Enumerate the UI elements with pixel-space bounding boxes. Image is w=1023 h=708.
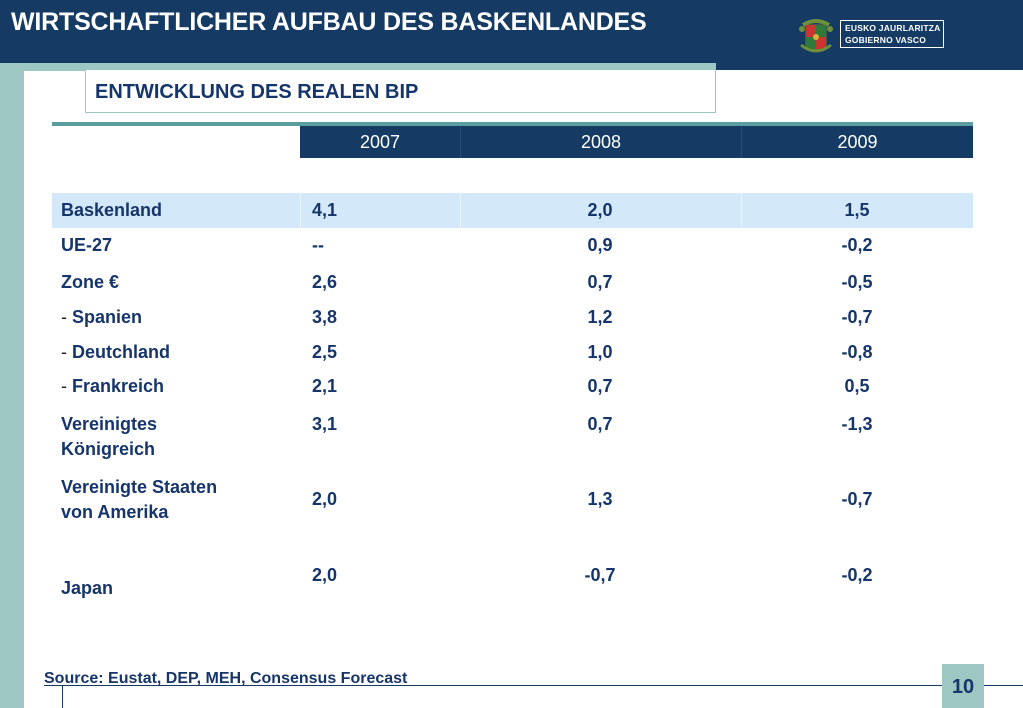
column-header-2009: 2009 [742,126,973,158]
row-label-text-line2: Königreich [61,439,156,459]
row-label: Zone € [61,270,119,295]
row-label-text: Deutchland [72,342,171,362]
cell-2007: 4,1 [312,200,338,220]
cell-2009: -0,2 [841,565,873,585]
basque-coat-of-arms-icon [799,19,833,53]
cell-2007: 2,0 [312,565,338,585]
cell-2009: -0,8 [841,342,873,362]
cell-2008: 0,7 [587,272,613,292]
cell-2008: 0,7 [587,414,613,434]
cell-2009: 0,5 [844,376,870,396]
row-bullet-dash: - [61,342,72,362]
government-logo: EUSKO JAURLARITZA GOBIERNO VASCO [840,20,944,48]
row-label-text: Vereinigte Staaten [61,477,218,497]
row-label-text-line2: von Amerika [61,502,169,522]
cell-2007: 2,5 [312,342,338,362]
header-bar: WIRTSCHAFTLICHER AUFBAU DES BASKENLANDES… [0,0,1023,70]
column-divider [460,126,461,158]
highlight-row-baskenland [52,193,973,228]
cell-2008: 1,0 [587,342,613,362]
row-label-text: UE-27 [61,235,113,255]
row-label: Japan [61,576,113,601]
row-label: UE-27 [61,233,112,258]
cell-2009: -0,7 [841,489,873,509]
cell-2008: 2,0 [587,200,613,220]
footer-tick [62,685,63,708]
subtitle-box: ENTWICKLUNG DES REALEN BIP [85,70,716,113]
column-header-2007: 2007 [300,126,460,158]
cell-2009: -0,7 [841,307,873,327]
cell-2009: -0,5 [841,272,873,292]
column-divider [741,126,742,158]
row-bullet-dash: - [61,307,72,327]
row-label-text: Frankreich [72,376,165,396]
cell-2007: 2,0 [312,489,338,509]
logo-line-spanish: GOBIERNO VASCO [845,35,927,45]
left-accent-stripe [0,70,24,708]
row-bullet-dash: - [61,376,72,396]
row-label-text: Spanien [72,307,143,327]
row-label: - Frankreich [61,374,164,399]
row-label: Vereinigte Staaten von Amerika [61,475,217,525]
row-label: - Deutchland [61,340,170,365]
logo-line-basque: EUSKO JAURLARITZA [845,23,941,33]
cell-2009: 1,5 [844,200,870,220]
row-label-text: Vereinigtes [61,414,158,434]
cell-2007: 3,1 [312,414,338,434]
row-label-text: Zone € [61,272,120,292]
cell-2008: 0,7 [587,376,613,396]
page-title: WIRTSCHAFTLICHER AUFBAU DES BASKENLANDES [11,8,647,36]
cell-2007: 3,8 [312,307,338,327]
cell-2009: -0,2 [841,235,873,255]
column-divider [300,193,301,228]
row-label-text: Japan [61,578,114,598]
cell-2007: 2,6 [312,272,338,292]
cell-2008: 1,2 [587,307,613,327]
slide-subtitle: ENTWICKLUNG DES REALEN BIP [95,81,419,103]
cell-2008: -0,7 [584,565,616,585]
header-accent-bar [0,63,716,71]
table-top-rule [52,122,973,126]
column-header-2008: 2008 [461,126,741,158]
footer-rule [44,685,1023,686]
row-label: Vereinigtes Königreich [61,412,157,462]
column-divider [460,193,461,228]
row-label: Baskenland [61,198,162,223]
row-label: - Spanien [61,305,142,330]
cell-2008: 0,9 [587,235,613,255]
page-number: 10 [942,664,984,708]
source-note: Source: Eustat, DEP, MEH, Consensus Fore… [44,670,408,687]
cell-2008: 1,3 [587,489,613,509]
column-divider [741,193,742,228]
cell-2007: -- [312,235,324,255]
cell-2007: 2,1 [312,376,338,396]
cell-2009: -1,3 [841,414,873,434]
row-label-text: Baskenland [61,200,163,220]
